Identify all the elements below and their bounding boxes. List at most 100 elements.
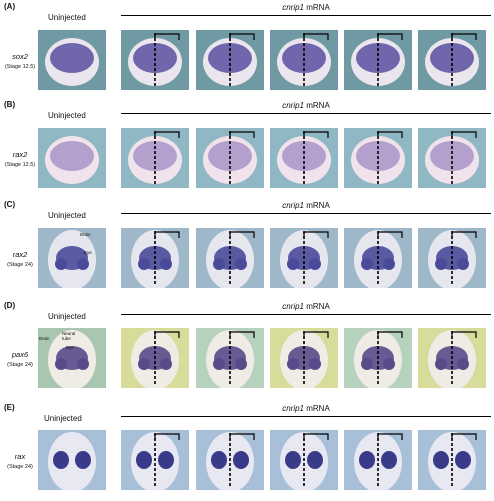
injected-embryo-photo	[418, 328, 486, 388]
eye-stain-right	[383, 358, 395, 370]
injected-embryo-photo	[121, 128, 189, 188]
injected-side-bracket	[303, 33, 329, 40]
embryo-image	[418, 30, 486, 90]
mrna-suffix: mRNA	[304, 101, 330, 110]
mrna-suffix: mRNA	[304, 404, 330, 413]
injected-embryo-photo	[344, 30, 412, 90]
eye-stain-left	[359, 451, 375, 469]
injected-side-bracket	[303, 231, 329, 238]
embryo-image	[121, 30, 189, 90]
gene-name-label: rax	[14, 452, 26, 461]
eye-stain-left	[433, 451, 449, 469]
embryo-image	[196, 128, 264, 188]
eye-stain-left	[287, 258, 299, 270]
uninjected-embryo-photo	[38, 128, 106, 188]
mrna-suffix: mRNA	[304, 3, 330, 12]
embryo-image	[270, 228, 338, 288]
structure-label: Neural tube	[62, 331, 76, 341]
uninjected-label: Uninjected	[48, 111, 86, 120]
mrna-group-rule	[121, 113, 491, 114]
mrna-group-rule	[121, 213, 491, 214]
eye-stain-left	[213, 258, 225, 270]
mrna-group-rule	[121, 416, 491, 417]
stage-label: (Stage 12.5)	[4, 162, 36, 168]
injected-side-bracket	[154, 231, 180, 238]
mrna-group-rule	[121, 15, 491, 16]
eye-stain-left	[136, 451, 152, 469]
injected-embryo-photo	[121, 228, 189, 288]
eye-stain-right	[457, 258, 469, 270]
panel-letter: (B)	[4, 100, 16, 109]
mrna-label: cnrip1 mRNA	[236, 101, 376, 110]
embryo-head	[428, 432, 476, 490]
injected-embryo-photo	[196, 128, 264, 188]
eye-stain-left	[138, 358, 150, 370]
stage-label: (Stage 12.5)	[4, 64, 36, 70]
stage-label: (Stage 24)	[7, 464, 33, 470]
injected-embryo-photo	[418, 228, 486, 288]
injected-embryo-photo	[121, 430, 189, 490]
mrna-label: cnrip1 mRNA	[236, 3, 376, 12]
eye-stain-left	[138, 258, 150, 270]
structure-label: Brain	[39, 336, 50, 341]
eye-stain-right	[158, 451, 174, 469]
figure-panel-b: (B) Uninjected cnrip1 mRNA rax2 (Stage 12.5)	[0, 100, 494, 198]
mrna-gene-name: cnrip1	[282, 404, 304, 413]
injected-embryo-photo	[344, 228, 412, 288]
gene-name-label: rax2	[12, 150, 28, 159]
figure-panel-e: (E) Uninjected cnrip1 mRNA rax (Stage 24)	[0, 403, 494, 501]
gene-name-label: rax2	[12, 250, 28, 259]
eye-stain-right	[77, 358, 89, 370]
eye-stain-right	[75, 451, 91, 469]
injected-embryo-photo	[344, 128, 412, 188]
embryo-image	[418, 328, 486, 388]
injected-side-bracket	[154, 131, 180, 138]
injected-side-bracket	[154, 33, 180, 40]
embryo-image	[38, 228, 106, 288]
injected-embryo-photo	[196, 328, 264, 388]
eye-stain-left	[435, 358, 447, 370]
mrna-gene-name: cnrip1	[282, 201, 304, 210]
eye-stain-left	[361, 358, 373, 370]
eye-stain-left	[53, 451, 69, 469]
panel-letter: (C)	[4, 200, 16, 209]
uninjected-label: Uninjected	[48, 312, 86, 321]
embryo-image	[344, 430, 412, 490]
mrna-label: cnrip1 mRNA	[236, 302, 376, 311]
mrna-gene-name: cnrip1	[282, 3, 304, 12]
eye-stain-right	[455, 451, 471, 469]
gene-name-label: pax6	[11, 350, 29, 359]
injected-embryo-photo	[121, 328, 189, 388]
injected-side-bracket	[451, 231, 477, 238]
embryo-image	[121, 328, 189, 388]
injected-embryo-photo	[196, 430, 264, 490]
injected-side-bracket	[377, 131, 403, 138]
eye-stain-left	[287, 358, 299, 370]
uninjected-label: Uninjected	[48, 211, 86, 220]
injected-embryo-photo	[270, 128, 338, 188]
eye-stain-right	[233, 451, 249, 469]
eye-stain-right	[309, 358, 321, 370]
mrna-label: cnrip1 mRNA	[236, 404, 376, 413]
mrna-group-rule	[121, 314, 491, 315]
injected-embryo-photo	[418, 128, 486, 188]
embryo-image	[196, 430, 264, 490]
eye-stain-right	[235, 358, 247, 370]
injected-side-bracket	[154, 331, 180, 338]
embryo-image	[344, 328, 412, 388]
embryo-image	[121, 228, 189, 288]
eye-stain-right	[457, 358, 469, 370]
injected-side-bracket	[377, 433, 403, 440]
embryo-image	[196, 228, 264, 288]
structure-label: Eye	[84, 250, 92, 255]
figure-panel-a: (A) Uninjected cnrip1 mRNA sox2 (Stage 12.5)	[0, 2, 494, 100]
uninjected-label: Uninjected	[44, 414, 82, 423]
injected-side-bracket	[229, 331, 255, 338]
injected-embryo-photo	[270, 328, 338, 388]
panel-letter: (D)	[4, 301, 16, 310]
injected-side-bracket	[303, 433, 329, 440]
injected-side-bracket	[451, 433, 477, 440]
stage-label: (Stage 24)	[7, 262, 33, 268]
injected-embryo-photo	[418, 30, 486, 90]
injected-embryo-photo	[121, 30, 189, 90]
